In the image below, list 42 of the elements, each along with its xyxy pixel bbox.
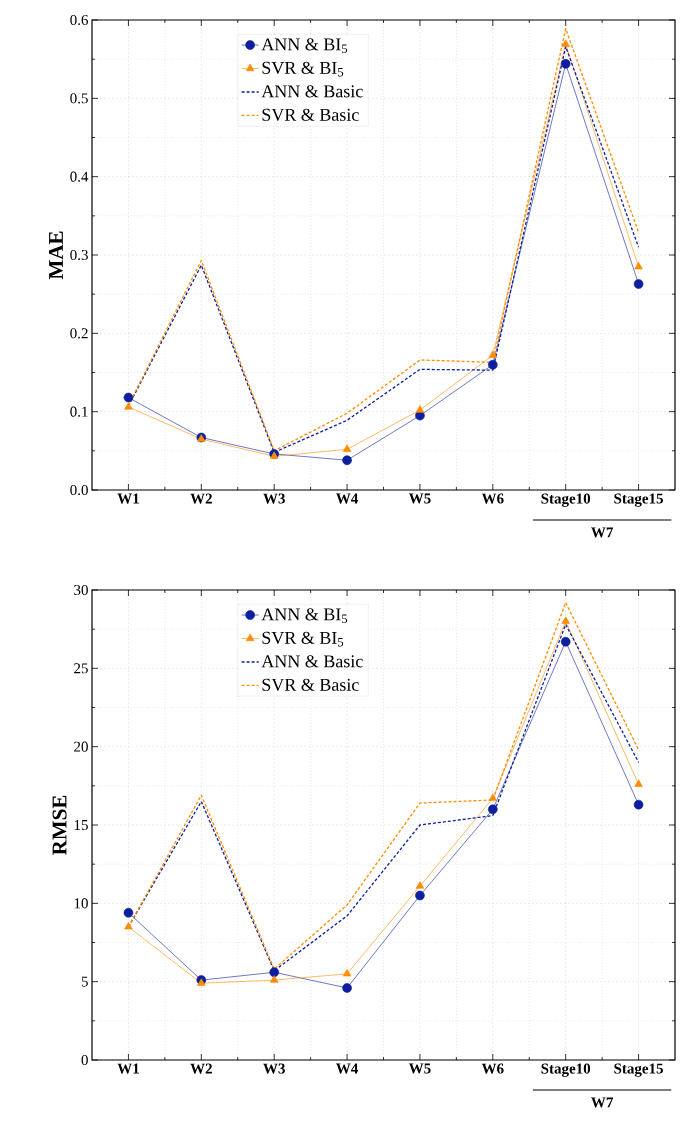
legend-label: SVR & BI$_{5}$ xyxy=(262,61,344,77)
x-tick-label: W4 xyxy=(336,493,359,504)
legend-label: SVR & Basic xyxy=(262,678,359,691)
x-tick-label: W2 xyxy=(190,493,212,504)
y-tick-label: 15 xyxy=(74,819,88,831)
x-tick-label: W6 xyxy=(481,1063,504,1074)
x-tick-label: W4 xyxy=(336,1063,359,1074)
y-tick-label: 0.1 xyxy=(70,406,88,417)
text: W7 xyxy=(591,527,614,538)
legend-label: SVR & BI$_{5}$ xyxy=(262,631,344,647)
text: W7 xyxy=(591,1097,614,1108)
x-tick-label: W3 xyxy=(263,493,285,504)
y-tick-label: 5 xyxy=(81,976,88,987)
legend-label: SVR & Basic xyxy=(262,108,359,121)
x-tick-label: W3 xyxy=(263,1063,285,1074)
x-tick-label: Stage15 xyxy=(614,493,664,507)
y-tick-label: 0.2 xyxy=(70,328,88,339)
x-tick-label: W5 xyxy=(408,493,431,504)
y-tick-label: 0.6 xyxy=(70,14,89,26)
y-axis-title: MAE xyxy=(48,231,63,280)
y-tick-label: 10 xyxy=(74,898,88,909)
legend-label: ANN & Basic xyxy=(261,655,363,668)
x-tick-label: W6 xyxy=(481,493,504,504)
x-tick-label: W1 xyxy=(117,1063,139,1074)
y-tick-label: 25 xyxy=(74,663,88,674)
legend-label: ANN & BI$_{5}$ xyxy=(261,608,348,623)
y-tick-label: 0.3 xyxy=(70,249,88,261)
x-tick-label: Stage10 xyxy=(541,493,591,507)
x-tick-label: Stage10 xyxy=(541,1063,591,1077)
y-tick-label: 0 xyxy=(81,1054,88,1066)
y-tick-label: 0.5 xyxy=(70,93,88,104)
x-tick-label: Stage15 xyxy=(614,1063,664,1077)
legend-label: ANN & BI$_{5}$ xyxy=(261,38,348,53)
y-tick-label: 30 xyxy=(74,584,88,596)
x-tick-label: W5 xyxy=(408,1063,431,1074)
y-tick-label: 0.0 xyxy=(70,484,88,496)
y-tick-label: 20 xyxy=(74,741,88,752)
legend-label: ANN & Basic xyxy=(261,85,363,98)
y-axis-title: RMSE xyxy=(52,795,67,855)
y-tick-label: 0.4 xyxy=(70,171,89,182)
x-tick-label: W2 xyxy=(190,1063,212,1074)
x-tick-label: W1 xyxy=(117,493,139,504)
